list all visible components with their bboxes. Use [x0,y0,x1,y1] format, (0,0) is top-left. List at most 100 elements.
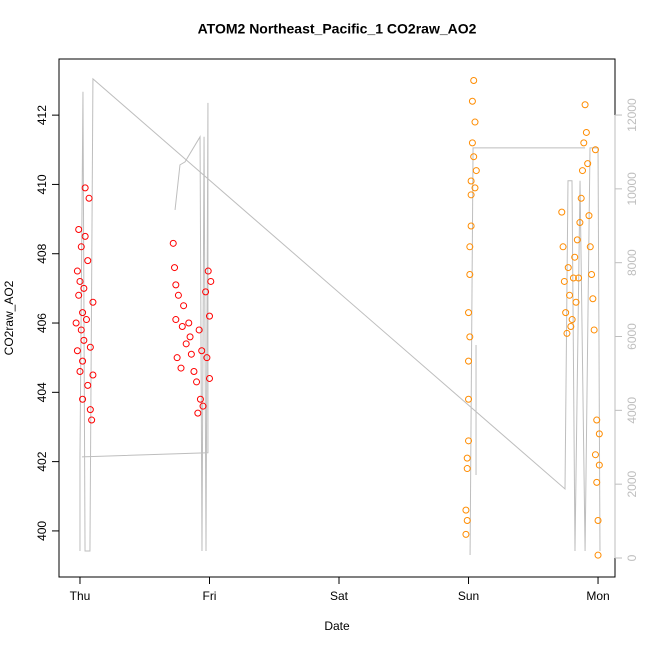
data-point [577,194,585,202]
data-point [581,101,589,109]
data-point [76,277,84,285]
data-point [593,416,601,424]
data-point [573,236,581,244]
y-tick-label: 410 [35,174,49,194]
data-point [194,409,202,417]
data-point [85,194,93,202]
data-point [86,406,94,414]
data-point [567,322,575,330]
data-point [186,333,194,341]
data-point [462,506,470,514]
data-line [79,77,601,556]
y2-tick-label: 0 [625,554,639,561]
y2-tick-label: 2000 [625,470,639,497]
data-point [586,243,594,251]
data-point [174,291,182,299]
data-point [77,326,85,334]
data-point [584,160,592,168]
x-tick-label: Mon [586,589,609,603]
data-point [80,284,88,292]
data-point [467,191,475,199]
x-tick-label: Thu [70,589,91,603]
data-point [580,139,588,147]
x-tick-label: Fri [202,589,216,603]
data-point [185,319,193,327]
data-point [72,319,80,327]
data-point [84,381,92,389]
data-point [84,257,92,265]
data-point [203,354,211,362]
data-point [463,454,471,462]
data-point [590,326,598,334]
data-point [77,243,85,251]
data-point [178,322,186,330]
data-point [180,302,188,310]
data-point [463,517,471,525]
y2-tick-label: 4000 [625,397,639,424]
data-point [169,239,177,247]
data-point [205,374,213,382]
data-point [82,316,90,324]
data-point [595,430,603,438]
data-point [173,354,181,362]
y-tick-label: 404 [35,382,49,402]
data-point [466,333,474,341]
data-point [195,326,203,334]
data-point [591,451,599,459]
y2-tick-label: 10000 [625,172,639,206]
data-point [470,76,478,84]
data-point [571,253,579,261]
data-point [471,118,479,126]
data-point [172,316,180,324]
data-point [81,232,89,240]
data-point [79,395,87,403]
y2-tick-label: 6000 [625,323,639,350]
data-point [182,340,190,348]
x-axis-label: Date [324,619,350,633]
data-point [207,277,215,285]
data-point [88,416,96,424]
data-point [591,146,599,154]
data-point [466,243,474,251]
data-point [578,167,586,175]
data-point [73,347,81,355]
data-point [465,357,473,365]
data-point [566,291,574,299]
chart-title: ATOM2 Northeast_Pacific_1 CO2raw_AO2 [198,21,477,37]
data-point [594,517,602,525]
data-point [193,378,201,386]
data-point [86,343,94,351]
data-point [564,264,572,272]
data-point [575,274,583,282]
y-tick-label: 402 [35,451,49,471]
y-axis-label: CO2raw_AO2 [2,280,16,355]
data-point [585,212,593,220]
y-tick-label: 400 [35,521,49,541]
data-point [177,364,185,372]
data-point [588,271,596,279]
data-point [465,437,473,445]
data-point [465,395,473,403]
data-point [589,295,597,303]
data-point [196,395,204,403]
data-point [576,219,584,227]
data-point [204,267,212,275]
data-point [462,530,470,538]
data-point [202,288,210,296]
data-point [463,465,471,473]
data-point [199,402,207,410]
y2-tick-label: 12000 [625,98,639,132]
data-point [187,350,195,358]
data-point [79,357,87,365]
data-point [559,243,567,251]
data-point [172,281,180,289]
data-point [198,347,206,355]
data-point [593,478,601,486]
x-tick-label: Sun [458,589,479,603]
data-point [89,298,97,306]
x-tick-label: Sat [330,589,349,603]
data-point [79,309,87,317]
